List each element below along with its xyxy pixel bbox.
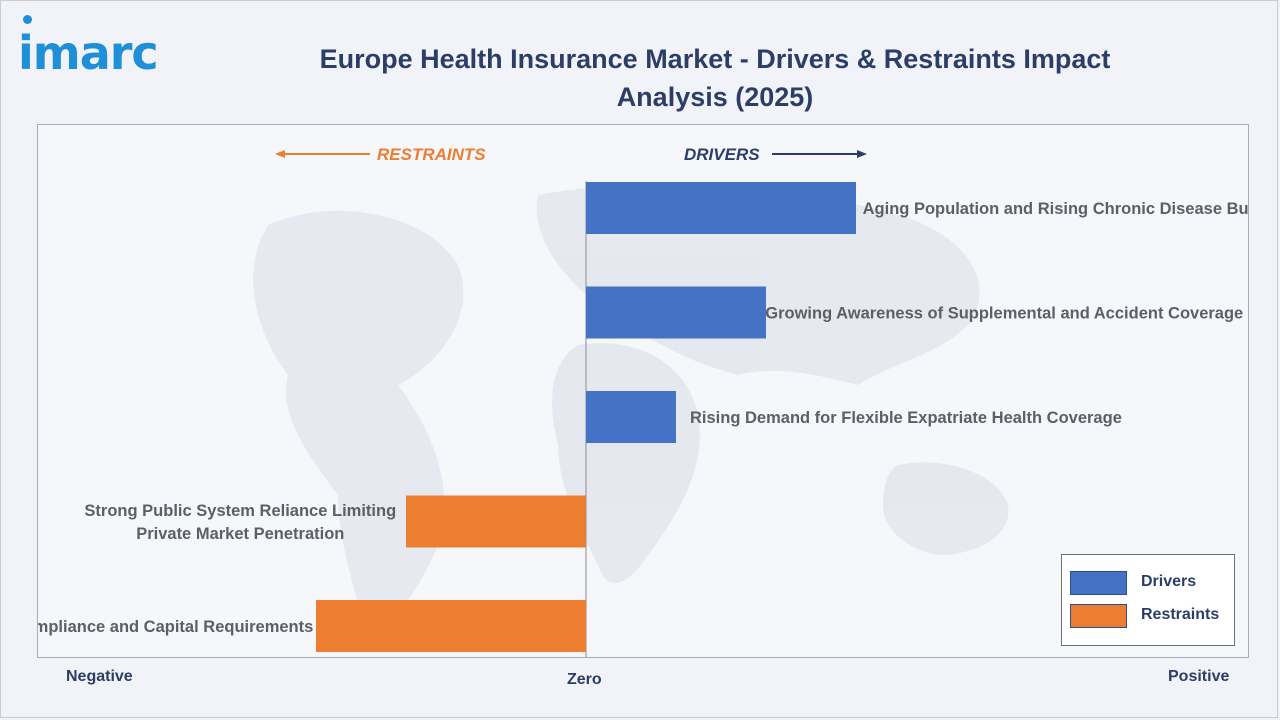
restraints-direction: RESTRAINTS [275, 145, 486, 164]
restraints-arrow-head-icon [275, 150, 285, 158]
world-map-watermark [253, 184, 1009, 645]
drivers-direction: DRIVERS [684, 145, 867, 164]
axis-zero-label: Zero [567, 671, 602, 688]
legend-swatch-restraints [1070, 604, 1127, 628]
chart-legend: Drivers Restraints [1061, 554, 1235, 646]
bar-2 [586, 391, 676, 443]
axis-positive-label: Positive [1168, 668, 1230, 685]
restraints-label: RESTRAINTS [377, 145, 486, 164]
bar-label-4: Regulatory Compliance and Capital Requir… [38, 618, 313, 636]
bar-4 [316, 600, 586, 652]
drivers-label: DRIVERS [684, 145, 760, 164]
bar-chart: RESTRAINTS DRIVERS Aging Population and … [38, 145, 1249, 657]
watermark-oceania [883, 462, 1009, 555]
bar-3 [406, 495, 586, 548]
legend-label-restraints: Restraints [1141, 606, 1220, 623]
legend-swatch-drivers [1070, 571, 1127, 595]
bar-label-2: Rising Demand for Flexible Expatriate He… [690, 409, 1122, 427]
bars-group: Aging Population and Rising Chronic Dise… [38, 182, 1249, 652]
bar-label-3: Strong Public System Reliance Limiting Pr… [84, 502, 396, 543]
logo-dot [23, 15, 32, 24]
bar-0 [586, 182, 856, 234]
bar-label-0: Aging Population and Rising Chronic Dise… [863, 200, 1249, 218]
imarc-logo: imarc [18, 26, 159, 80]
axis-negative-label: Negative [66, 668, 133, 685]
drivers-arrow-head-icon [857, 150, 867, 158]
bar-1 [586, 286, 766, 339]
chart-title: Europe Health Insurance Market - Drivers… [319, 44, 1111, 112]
plot-area: RESTRAINTS DRIVERS Aging Population and … [37, 124, 1249, 658]
legend-label-drivers: Drivers [1141, 573, 1197, 590]
watermark-americas [253, 210, 464, 645]
bar-label-1: Growing Awareness of Supplemental and Ac… [765, 305, 1243, 323]
